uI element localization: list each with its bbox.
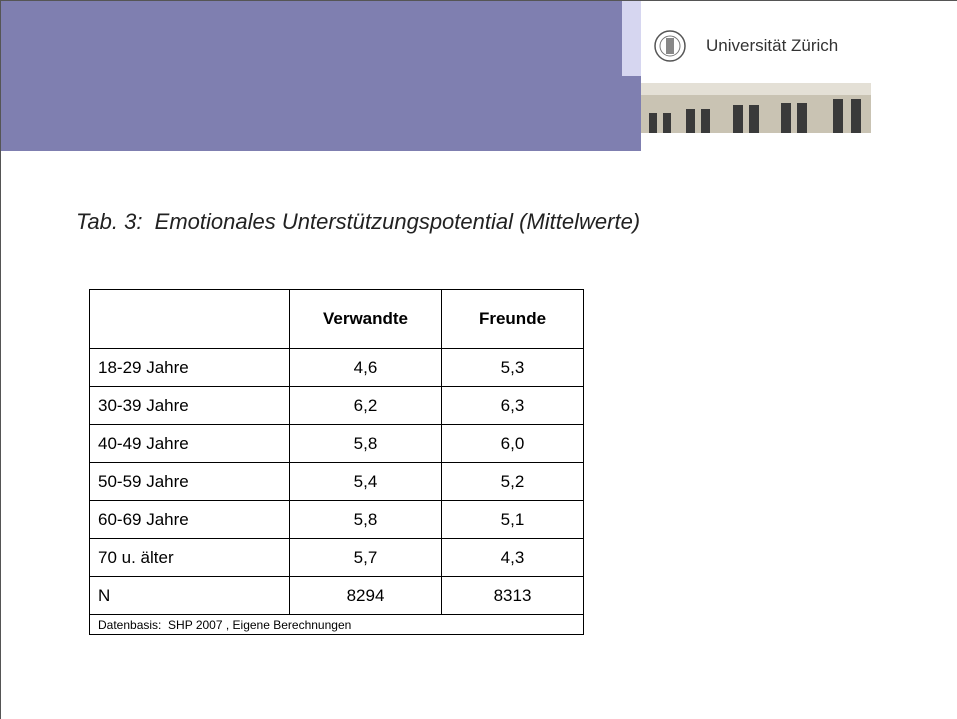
value-cell: 8313 xyxy=(441,576,584,615)
logo-seal xyxy=(654,30,686,62)
header-row: Verwandte Freunde xyxy=(89,289,584,349)
footnote-row: Datenbasis: SHP 2007 , Eigene Berechnung… xyxy=(89,614,584,635)
row-label: N xyxy=(89,576,290,615)
table-title: Tab. 3: Emotionales Unterstützungspotent… xyxy=(76,209,641,234)
value-cell: 4,6 xyxy=(289,348,442,387)
row-label: 18-29 Jahre xyxy=(89,348,290,387)
header-cell: Verwandte xyxy=(289,289,442,349)
value-cell: 5,2 xyxy=(441,462,584,501)
row-label: 50-59 Jahre xyxy=(89,462,290,501)
value-cell: 6,3 xyxy=(441,386,584,425)
header-band xyxy=(1,1,622,151)
row-label: 70 u. älter xyxy=(89,538,290,577)
table-row: 18-29 Jahre 4,6 5,3 xyxy=(89,348,584,387)
row-label: 40-49 Jahre xyxy=(89,424,290,463)
value-cell: 5,7 xyxy=(289,538,442,577)
header-band xyxy=(622,76,641,151)
table-row: 60-69 Jahre 5,8 5,1 xyxy=(89,500,584,539)
data-table: Verwandte Freunde 18-29 Jahre 4,6 5,3 30-39 J… xyxy=(89,289,584,635)
table-row: N 8294 8313 xyxy=(89,576,584,615)
value-cell: 8294 xyxy=(289,576,442,615)
value-cell: 5,8 xyxy=(289,424,442,463)
value-cell: 5,1 xyxy=(441,500,584,539)
table-row: 40-49 Jahre 5,8 6,0 xyxy=(89,424,584,463)
header-accent xyxy=(622,1,641,76)
header-cell: Freunde xyxy=(441,289,584,349)
table-row: 30-39 Jahre 6,2 6,3 xyxy=(89,386,584,425)
footnote: Datenbasis: SHP 2007 , Eigene Berechnung… xyxy=(89,614,584,635)
value-cell: 6,2 xyxy=(289,386,442,425)
value-cell: 4,3 xyxy=(441,538,584,577)
value-cell: 5,4 xyxy=(289,462,442,501)
table-row: 70 u. älter 5,7 4,3 xyxy=(89,538,584,577)
row-label: 60-69 Jahre xyxy=(89,500,290,539)
row-label: 30-39 Jahre xyxy=(89,386,290,425)
value-cell: 6,0 xyxy=(441,424,584,463)
logo-text: Universität Zürich xyxy=(706,36,839,55)
building-image xyxy=(641,83,871,133)
value-cell: 5,8 xyxy=(289,500,442,539)
table-row: 50-59 Jahre 5,4 5,2 xyxy=(89,462,584,501)
header-cell xyxy=(89,289,290,349)
value-cell: 5,3 xyxy=(441,348,584,387)
